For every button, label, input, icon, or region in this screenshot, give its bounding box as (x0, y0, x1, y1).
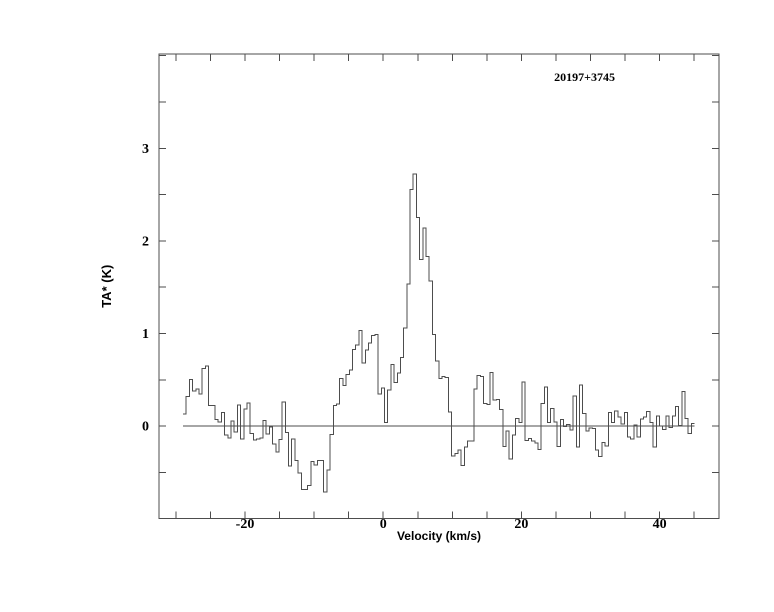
svg-text:20: 20 (514, 517, 528, 532)
svg-text:2: 2 (142, 234, 149, 249)
svg-text:-20: -20 (236, 517, 255, 532)
svg-text:3: 3 (142, 142, 149, 157)
svg-text:20197+3745: 20197+3745 (554, 70, 615, 84)
svg-text:TA* (K): TA* (K) (99, 265, 114, 308)
svg-text:Velocity (km/s): Velocity (km/s) (397, 529, 481, 543)
svg-text:40: 40 (653, 517, 667, 532)
svg-text:0: 0 (142, 420, 149, 435)
svg-text:0: 0 (380, 517, 387, 532)
svg-text:1: 1 (142, 327, 149, 342)
